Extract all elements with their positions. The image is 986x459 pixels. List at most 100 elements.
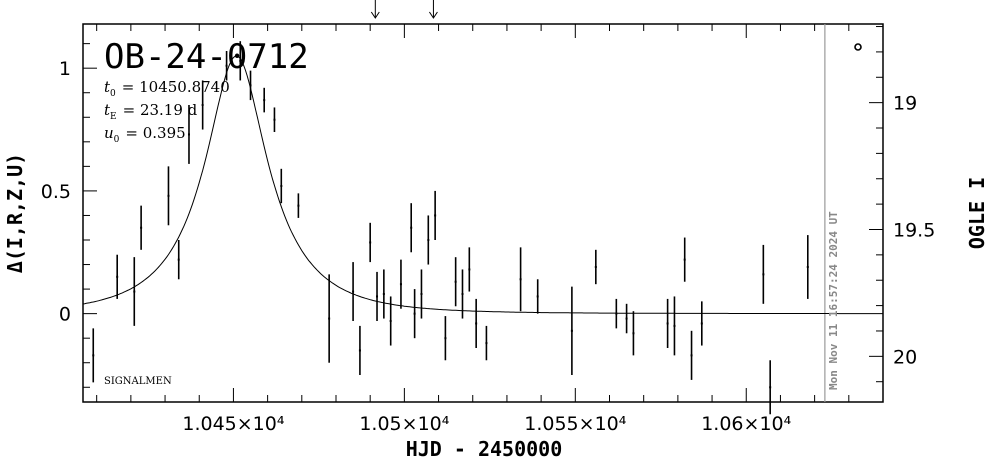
data-point <box>358 325 361 375</box>
point-marker <box>806 266 809 268</box>
data-point <box>410 203 413 253</box>
chart-title: OB-24-0712 <box>104 37 309 77</box>
axis-labels: 1.045×10⁴ 1.05×10⁴ 1.055×10⁴ 1.06×10⁴ 0 0.5 1 1… <box>3 58 986 459</box>
data-point <box>666 298 669 348</box>
data-point <box>352 262 355 321</box>
point-marker <box>297 204 300 207</box>
data-point <box>461 269 464 319</box>
x-axis-title: HJD - 2450000 <box>406 437 563 459</box>
point-marker <box>389 320 392 322</box>
point-marker <box>133 290 136 293</box>
y-tick-label: 1 <box>59 58 71 80</box>
timestamp-label: Mon Nov 11 16:57:24 2024 UT <box>827 211 840 390</box>
data-point <box>187 105 190 164</box>
data-point <box>376 271 379 321</box>
data-point <box>673 296 676 356</box>
y-tick-label: 0.5 <box>41 181 71 203</box>
point-marker <box>769 386 772 389</box>
data-point <box>485 325 488 361</box>
point-marker <box>167 194 170 197</box>
data-point <box>399 259 402 309</box>
data-point <box>519 247 522 312</box>
data-point <box>133 257 136 326</box>
top-arrows <box>370 0 862 51</box>
point-marker <box>328 317 331 320</box>
data-point <box>683 237 686 282</box>
data-point <box>382 269 385 319</box>
point-marker <box>376 295 379 298</box>
point-marker <box>475 322 478 325</box>
arrow-marker <box>370 0 380 19</box>
data-point <box>625 303 628 334</box>
param-line: tE = 23.19 d <box>104 101 198 122</box>
data-point <box>615 298 618 329</box>
point-marker <box>434 214 437 217</box>
data-point <box>444 316 447 361</box>
data-point <box>177 240 180 280</box>
data-point <box>201 80 204 130</box>
data-point <box>273 107 276 132</box>
data-point <box>225 51 228 81</box>
plot-frame <box>82 23 884 403</box>
point-marker <box>249 84 252 87</box>
point-marker <box>625 317 628 320</box>
data-point <box>369 222 372 263</box>
point-marker <box>201 104 204 106</box>
point-marker <box>444 337 447 340</box>
data-point <box>263 87 266 113</box>
param-line: t0 = 10450.8740 <box>104 78 230 99</box>
point-marker <box>461 293 464 295</box>
point-marker <box>570 329 573 332</box>
point-marker <box>536 295 539 298</box>
y2-axis-title: OGLE I <box>965 177 986 249</box>
data-point <box>420 269 423 319</box>
y2-tick-label: 20 <box>893 346 917 368</box>
point-marker <box>632 332 635 335</box>
point-marker <box>273 118 276 121</box>
point-marker <box>239 59 242 62</box>
point-marker <box>615 312 618 315</box>
axis-ticks <box>83 24 884 402</box>
marker-circle <box>854 43 862 51</box>
param-line: u0 = 0.395 <box>104 124 186 145</box>
data-point <box>328 274 331 363</box>
data-point <box>769 360 772 415</box>
data-points <box>92 41 809 415</box>
point-marker <box>485 342 488 345</box>
model-curve-group <box>82 55 883 315</box>
point-marker <box>280 185 283 187</box>
data-point <box>700 301 703 346</box>
point-marker <box>369 241 372 244</box>
x-tick-label: 1.06×10⁴ <box>701 413 791 435</box>
arrow-head <box>429 11 438 19</box>
plot-border <box>82 23 884 403</box>
point-marker <box>683 258 686 261</box>
point-marker <box>187 133 190 136</box>
point-marker <box>116 275 119 278</box>
data-point <box>434 190 437 240</box>
y-tick-label: 0 <box>59 304 71 326</box>
data-point <box>762 244 765 304</box>
point-marker <box>177 258 180 261</box>
point-marker <box>382 293 385 295</box>
point-marker <box>673 324 676 327</box>
point-marker <box>263 99 266 102</box>
data-point <box>167 166 170 226</box>
point-marker <box>399 283 402 286</box>
data-point <box>690 330 693 380</box>
y2-tick-label: 19.5 <box>893 219 935 241</box>
point-marker <box>519 278 522 281</box>
data-point <box>468 247 471 292</box>
data-point <box>249 70 252 101</box>
point-marker <box>352 290 355 293</box>
point-marker <box>666 322 669 325</box>
x-tick-label: 1.055×10⁴ <box>524 413 626 435</box>
data-point <box>116 254 119 299</box>
data-point <box>140 205 143 250</box>
y-axis-title: Δ(I,R,Z,U) <box>3 153 27 273</box>
x-tick-label: 1.05×10⁴ <box>359 413 449 435</box>
point-marker <box>92 354 95 357</box>
data-point <box>536 279 539 314</box>
